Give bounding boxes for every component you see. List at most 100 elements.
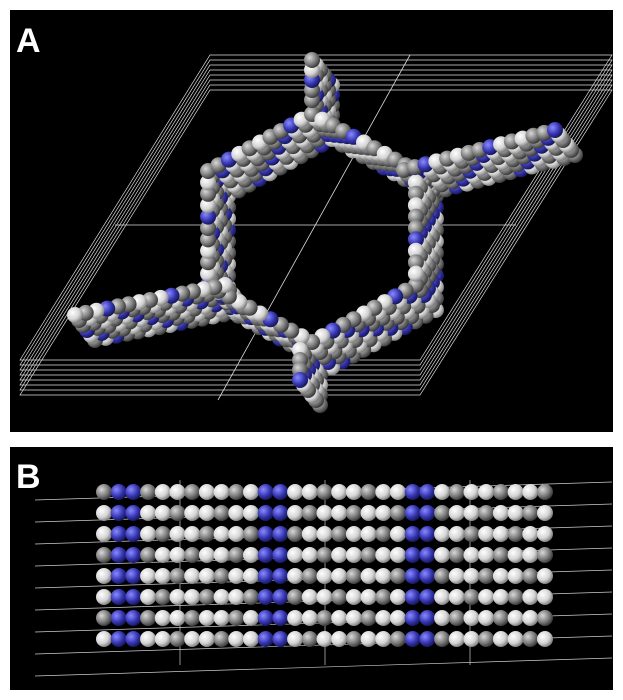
atom	[478, 547, 495, 563]
atom	[287, 547, 304, 563]
atom	[200, 231, 217, 248]
unit-cell-frame	[19, 54, 613, 361]
atom	[448, 547, 465, 563]
atom	[287, 484, 304, 500]
atom	[448, 505, 465, 521]
atom	[125, 505, 142, 521]
atom	[316, 631, 333, 647]
atom	[213, 505, 230, 521]
atom	[407, 174, 424, 191]
atom	[507, 610, 524, 626]
atom	[110, 631, 127, 647]
atom	[198, 547, 215, 563]
atom	[522, 547, 539, 563]
atom	[228, 631, 245, 647]
atom	[537, 547, 553, 563]
atom	[316, 505, 333, 521]
panel-b-structure	[34, 480, 613, 677]
atom	[434, 484, 451, 500]
atom	[331, 631, 348, 647]
atom	[390, 526, 406, 542]
atom	[184, 484, 201, 500]
atom	[345, 568, 362, 584]
unit-cell-frame	[19, 84, 613, 391]
atom	[407, 197, 424, 214]
atom	[507, 568, 524, 584]
atom	[316, 589, 333, 605]
atom	[257, 610, 274, 626]
atom	[331, 505, 348, 521]
atom	[463, 631, 480, 647]
atom	[419, 526, 436, 542]
atom	[243, 568, 259, 584]
atom	[360, 589, 377, 605]
atom	[419, 568, 436, 584]
atom	[169, 526, 186, 542]
atom	[492, 610, 509, 626]
atom	[184, 631, 201, 647]
atom	[287, 610, 304, 626]
atom	[434, 631, 451, 647]
atom	[316, 610, 333, 626]
atom	[228, 505, 245, 521]
atom	[463, 589, 480, 605]
atom	[154, 505, 171, 521]
atom	[360, 526, 377, 542]
atom	[375, 547, 392, 563]
atom	[154, 631, 171, 647]
atom	[198, 568, 215, 584]
atom	[125, 568, 142, 584]
unit-cell-frame	[34, 657, 613, 677]
atom	[301, 589, 318, 605]
atom	[301, 526, 318, 542]
atom	[478, 484, 495, 500]
atom	[407, 242, 424, 259]
atom	[198, 505, 215, 521]
atom	[375, 526, 392, 542]
atom	[154, 526, 171, 542]
atom	[243, 610, 259, 626]
atom	[301, 610, 318, 626]
atom	[96, 589, 112, 605]
unit-cell-frame	[19, 79, 613, 386]
atom	[390, 589, 406, 605]
atom	[287, 526, 304, 542]
atom	[463, 484, 480, 500]
atom	[492, 526, 509, 542]
atom	[360, 547, 377, 563]
atom	[448, 568, 465, 584]
atom	[345, 526, 362, 542]
atom	[213, 484, 230, 500]
atom	[304, 52, 320, 68]
atom	[243, 505, 259, 521]
atom	[419, 484, 436, 500]
atom	[213, 631, 230, 647]
atom	[360, 568, 377, 584]
atom	[228, 610, 245, 626]
atom	[404, 589, 421, 605]
atom	[243, 589, 259, 605]
atom	[154, 484, 171, 500]
panel-label: A	[16, 22, 41, 60]
atom	[125, 484, 142, 500]
atom	[463, 568, 480, 584]
atom	[287, 505, 304, 521]
atom	[522, 505, 539, 521]
atom	[375, 631, 392, 647]
atom	[228, 484, 245, 500]
atom	[198, 631, 215, 647]
atom	[272, 505, 289, 521]
atom	[434, 610, 451, 626]
unit-cell-frame	[19, 69, 613, 376]
atom	[213, 589, 230, 605]
atom	[390, 547, 406, 563]
atom	[463, 505, 480, 521]
atom	[537, 610, 553, 626]
atom	[434, 505, 451, 521]
atom	[213, 610, 230, 626]
atom	[110, 505, 127, 521]
atom	[407, 220, 424, 236]
panel-a-structure	[19, 52, 613, 413]
atom	[434, 526, 451, 542]
